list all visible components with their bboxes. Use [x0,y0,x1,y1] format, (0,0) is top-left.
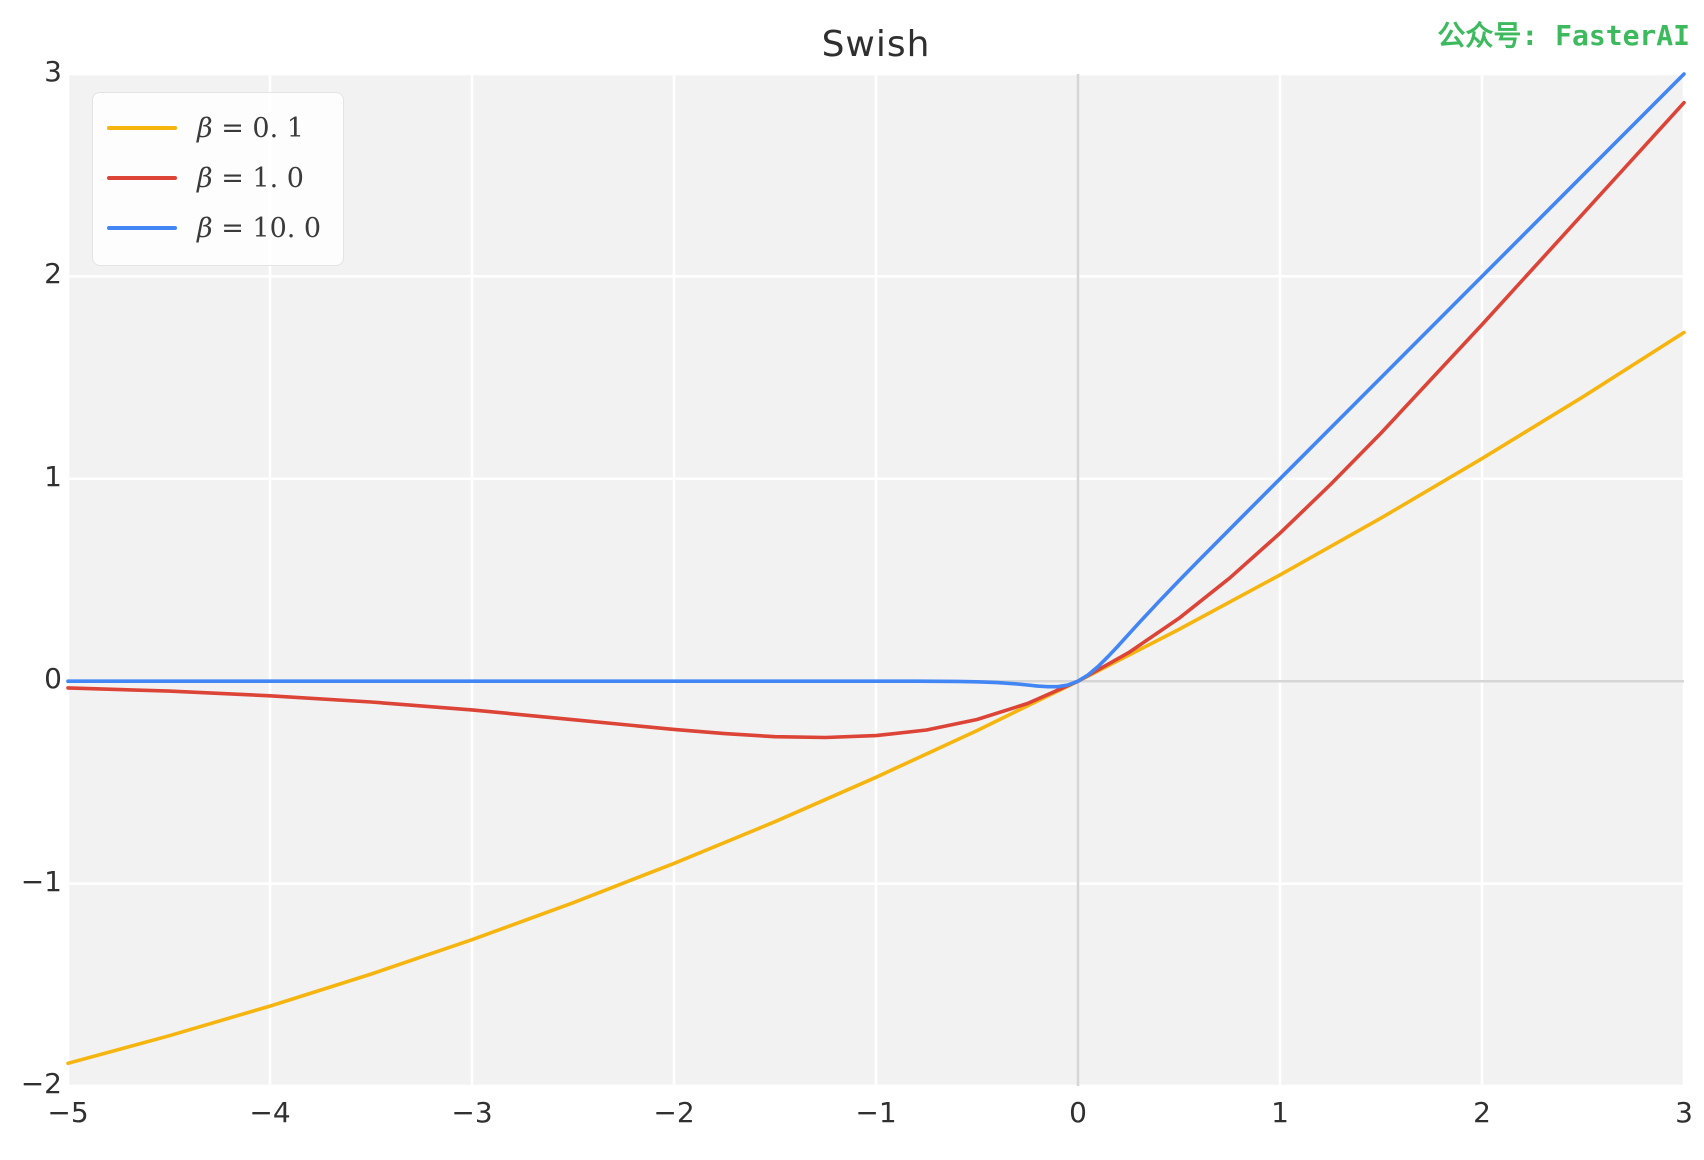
beta-value: = 0. 1 [212,112,304,144]
x-tick-label: 3 [1675,1096,1693,1129]
legend-line-swatch-blue [107,226,177,230]
y-tick-label: 1 [44,459,62,493]
beta-value: = 1. 0 [212,162,304,194]
curve-beta-0.1 [66,330,1686,1066]
x-tick-label: 0 [1069,1096,1087,1129]
beta-value: = 10. 0 [212,212,322,244]
beta-symbol: β [197,162,213,194]
x-tick-label: −4 [249,1096,291,1129]
beta-symbol: β [197,112,213,144]
x-tick-label: −2 [653,1096,695,1129]
legend-line-swatch-red [107,176,177,180]
legend-item-beta-0-1: β = 0. 1 [93,103,343,153]
legend-item-beta-1-0: β = 1. 0 [93,153,343,203]
legend-label: β = 10. 0 [197,213,321,244]
y-tick-label: −1 [20,864,62,898]
x-tick-label: −3 [451,1096,493,1129]
chart-title: Swish [821,24,931,65]
beta-symbol: β [197,212,213,244]
x-tick-label: 2 [1473,1096,1491,1129]
y-tick-label: 2 [44,257,62,291]
curve-beta-1 [66,100,1686,740]
y-tick-label: −2 [20,1067,62,1100]
watermark-text: 公众号: FasterAI [1437,19,1690,52]
x-tick-label: 1 [1271,1096,1289,1129]
legend-box: β = 0. 1 β = 1. 0 β = 10. 0 [92,92,344,266]
legend-label: β = 1. 0 [197,163,304,194]
x-tick-label: −1 [855,1096,897,1129]
y-tick-label: 3 [44,55,62,88]
legend-line-swatch-yellow [107,126,177,130]
curve-beta-10 [66,72,1686,689]
legend-item-beta-10-0: β = 10. 0 [93,203,343,253]
x-tick-label: −5 [47,1096,89,1129]
y-tick-label: 0 [44,662,62,696]
legend-label: β = 0. 1 [197,113,304,144]
